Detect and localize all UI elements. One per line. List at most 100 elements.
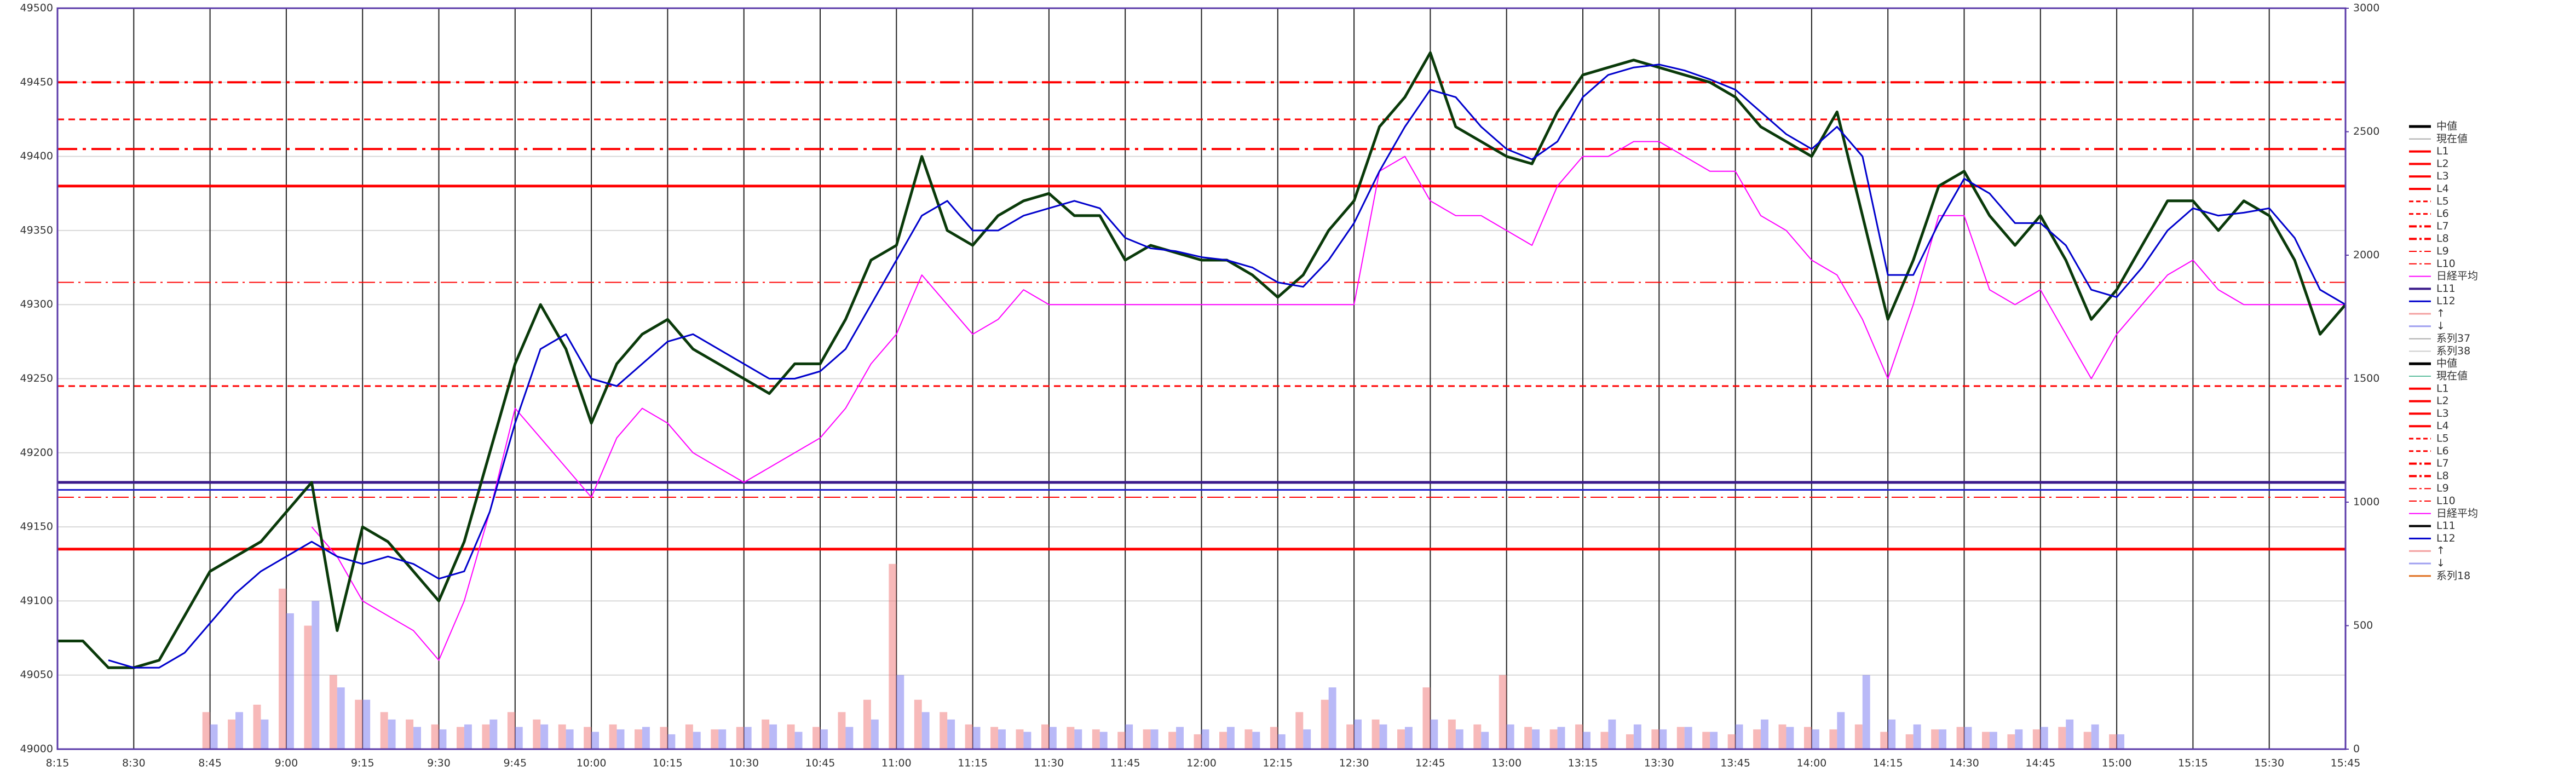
volume-bar [1811, 729, 1819, 749]
volume-bar [965, 724, 973, 749]
x-tick-label: 12:45 [1415, 757, 1445, 769]
volume-bar [1244, 729, 1253, 749]
y-tick-label: 49050 [20, 669, 53, 681]
volume-bar [1557, 727, 1565, 749]
x-tick-label: 8:45 [198, 757, 222, 769]
volume-bar [1575, 724, 1583, 749]
volume-bar [515, 727, 523, 749]
volume-bar [1455, 729, 1463, 749]
volume-bar [304, 625, 312, 749]
x-tick-label: 11:15 [958, 757, 988, 769]
volume-bar [718, 729, 727, 749]
x-tick-label: 15:45 [2331, 757, 2361, 769]
y2-tick-label: 1000 [2353, 496, 2379, 508]
volume-layer [202, 564, 2125, 749]
y2-tick-label: 500 [2353, 619, 2373, 631]
x-tick-label: 9:45 [503, 757, 527, 769]
y-tick-label: 49300 [20, 298, 53, 311]
volume-bar [1067, 727, 1075, 749]
volume-bar [744, 727, 752, 749]
legend-label: L9 [2436, 245, 2449, 257]
volume-bar [1913, 724, 1921, 749]
volume-bar [566, 729, 574, 749]
volume-bar [947, 719, 955, 749]
volume-bar [667, 734, 676, 749]
volume-bar [329, 675, 337, 749]
volume-bar [1099, 732, 1108, 749]
volume-bar [1328, 687, 1336, 749]
axis-layer: 49000 49050 49100 49150 49200 49250 49300 49350… [20, 2, 2380, 769]
x-tick-label: 9:00 [275, 757, 298, 769]
volume-bar [1219, 732, 1227, 749]
x-tick-label: 8:15 [46, 757, 70, 769]
volume-bar [406, 719, 414, 749]
x-tick-label: 8:30 [122, 757, 146, 769]
y-tick-label: 49100 [20, 595, 53, 607]
volume-bar [871, 719, 879, 749]
volume-bar [464, 724, 472, 749]
x-tick-label: 13:15 [1568, 757, 1598, 769]
volume-bar [1041, 724, 1049, 749]
volume-bar [616, 729, 625, 749]
x-tick-label: 13:30 [1644, 757, 1674, 769]
volume-bar [388, 719, 396, 749]
y2-tick-label: 1500 [2353, 372, 2379, 384]
volume-bar [1931, 729, 1939, 749]
volume-bar [1600, 732, 1609, 749]
volume-bar [794, 732, 803, 749]
volume-bar [1676, 727, 1685, 749]
volume-bar [431, 724, 439, 749]
y-tick-label: 49250 [20, 372, 53, 384]
volume-bar [693, 732, 701, 749]
volume-bar [1404, 727, 1413, 749]
volume-bar [1303, 729, 1311, 749]
y2-tick-label: 2500 [2353, 125, 2379, 137]
x-tick-label: 12:15 [1263, 757, 1293, 769]
volume-bar [1016, 729, 1024, 749]
volume-bar [439, 729, 447, 749]
volume-bar [278, 588, 286, 749]
volume-bar [1168, 732, 1177, 749]
legend-label: 日経平均 [2436, 270, 2478, 282]
volume-bar [482, 724, 490, 749]
x-tick-label: 10:30 [729, 757, 759, 769]
x-tick-label: 12:30 [1339, 757, 1369, 769]
volume-bar [1778, 724, 1787, 749]
y2-tick-label: 0 [2353, 743, 2360, 755]
volume-bar [896, 675, 904, 749]
legend-label: 中値 [2436, 358, 2457, 370]
volume-bar [838, 712, 846, 749]
volume-bar [914, 699, 922, 749]
legend-label: 系列37 [2436, 332, 2470, 344]
volume-bar [635, 729, 642, 749]
legend-label: L1 [2436, 382, 2449, 394]
legend-label: ↑ [2436, 545, 2445, 557]
volume-bar [1803, 727, 1812, 749]
volume-bar [1506, 724, 1514, 749]
volume-bar [1321, 699, 1329, 749]
volume-bar [1354, 719, 1362, 749]
y-tick-label: 49200 [20, 446, 53, 458]
x-tick-label: 13:45 [1720, 757, 1750, 769]
volume-bar [1702, 732, 1710, 749]
volume-bar [1150, 729, 1159, 749]
legend-label: L7 [2436, 220, 2449, 232]
y2-tick-label: 3000 [2353, 2, 2379, 14]
volume-bar [1125, 724, 1133, 749]
volume-bar [312, 601, 320, 749]
volume-bar [2066, 719, 2074, 749]
y2-tick-label: 2000 [2353, 249, 2379, 261]
legend-label: 系列18 [2436, 570, 2470, 582]
volume-bar [228, 719, 236, 749]
volume-bar [1201, 729, 1209, 749]
volume-bar [863, 699, 871, 749]
volume-bar [660, 727, 668, 749]
legend-label: L2 [2436, 158, 2449, 170]
volume-bar [362, 699, 371, 749]
legend-label: L6 [2436, 445, 2449, 457]
x-tick-label: 13:00 [1491, 757, 1522, 769]
volume-bar [1549, 729, 1558, 749]
volume-bar [1143, 729, 1151, 749]
